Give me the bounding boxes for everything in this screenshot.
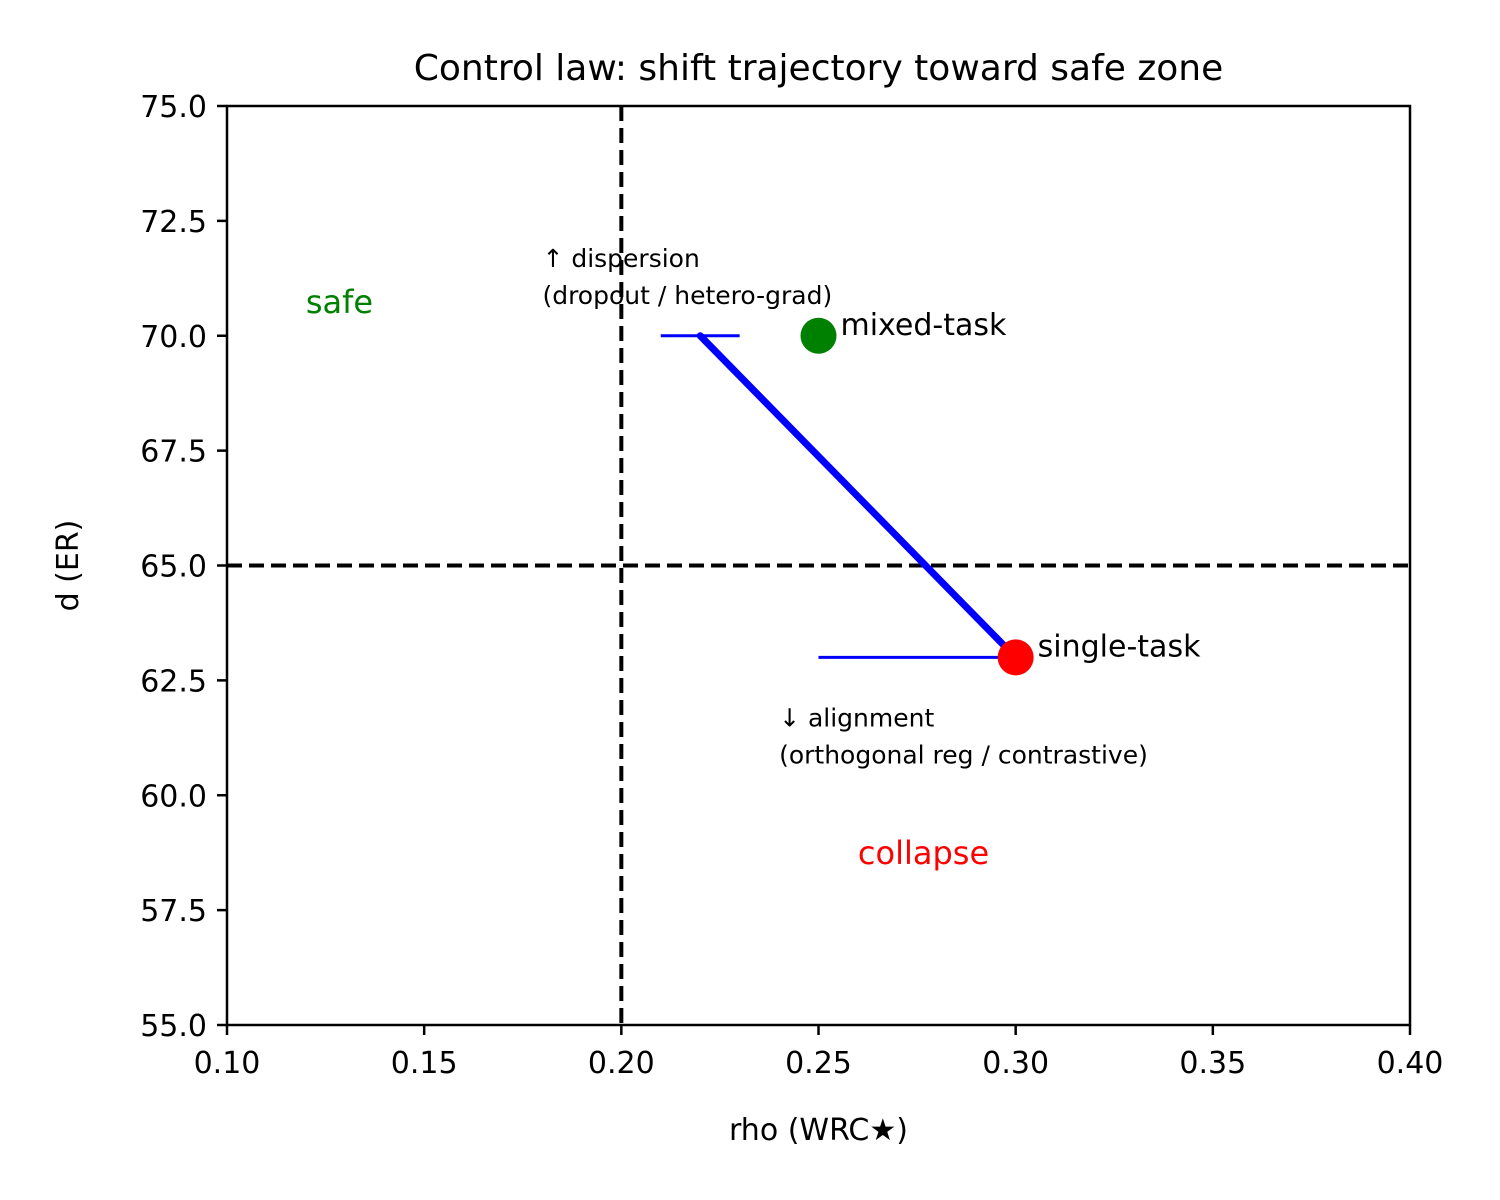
annotation-1: ↓ alignment (orthogonal reg / contrastive… <box>779 703 1148 769</box>
annotation-0-line-1: (dropout / hetero-grad) <box>542 281 832 310</box>
point-mixed-task <box>800 317 837 354</box>
y-tick-label-2: 60.0 <box>140 779 207 814</box>
point-single-task <box>997 639 1034 676</box>
y-tick-label-6: 70.0 <box>140 320 207 355</box>
point-label-single-task: single-task <box>1038 629 1201 664</box>
y-tick-label-8: 75.0 <box>140 90 207 125</box>
y-tick-label-1: 57.5 <box>140 894 207 929</box>
x-tick-label-0: 0.10 <box>194 1046 261 1081</box>
y-tick-label-3: 62.5 <box>140 664 207 699</box>
y-tick-label-0: 55.0 <box>140 1009 207 1044</box>
y-axis-title: d (ER) <box>51 520 86 612</box>
annotation-1-line-0: ↓ alignment <box>779 703 934 732</box>
x-tick-label-6: 0.40 <box>1377 1046 1444 1081</box>
y-tick-label-7: 72.5 <box>140 205 207 240</box>
x-tick-label-5: 0.35 <box>1179 1046 1246 1081</box>
region-label-collapse: collapse <box>858 834 989 872</box>
point-label-mixed-task: mixed-task <box>841 308 1007 343</box>
x-tick-label-3: 0.25 <box>785 1046 852 1081</box>
annotation-0: ↑ dispersion (dropout / hetero-grad) <box>542 244 832 310</box>
x-tick-label-1: 0.15 <box>391 1046 458 1081</box>
y-tick-label-5: 67.5 <box>140 435 207 470</box>
annotation-0-line-0: ↑ dispersion <box>542 244 699 273</box>
y-tick-label-4: 65.0 <box>140 550 207 585</box>
region-label-safe: safe <box>306 283 373 321</box>
x-tick-label-2: 0.20 <box>588 1046 655 1081</box>
annotation-1-line-1: (orthogonal reg / contrastive) <box>779 740 1148 769</box>
x-axis-title: rho (WRC★) <box>729 1113 908 1148</box>
chart-title: Control law: shift trajectory toward saf… <box>414 48 1224 89</box>
trajectory-arrow <box>696 332 1020 661</box>
x-tick-label-4: 0.30 <box>982 1046 1049 1081</box>
